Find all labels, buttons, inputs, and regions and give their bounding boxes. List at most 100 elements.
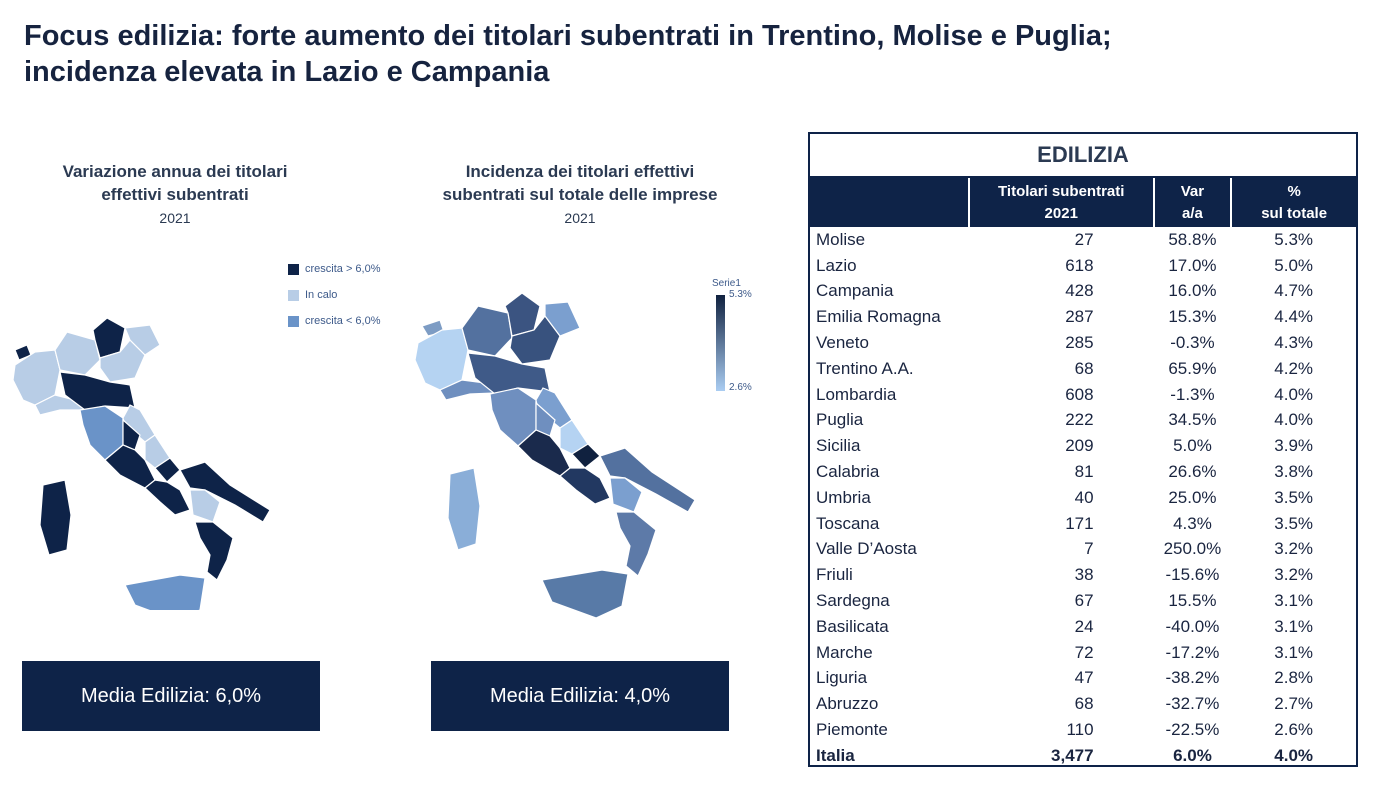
legend-swatch-dark — [288, 263, 299, 275]
data-table: Titolari subentrati 2021 Var a/a % sul t… — [810, 178, 1356, 769]
cell-region: Liguria — [816, 668, 868, 688]
cell-titolari: 222 — [1065, 410, 1094, 430]
cell-var: 26.6% — [1168, 462, 1217, 482]
cell-pct: 2.7% — [1274, 694, 1314, 714]
cell-region: Veneto — [816, 333, 869, 353]
cell-region: Emilia Romagna — [816, 307, 941, 327]
region-lazio — [517, 429, 571, 477]
cell-titolari: 428 — [1065, 281, 1094, 301]
cell-var: 250.0% — [1163, 539, 1222, 559]
region-friuli — [544, 301, 581, 337]
cell-region: Sicilia — [816, 436, 861, 456]
cell-var: 17.0% — [1168, 255, 1217, 275]
table-row: Toscana 171 4.3% 3.5% — [810, 511, 1356, 537]
cell-var: 5.0% — [1173, 436, 1212, 456]
cell-var: -15.6% — [1165, 565, 1220, 585]
media-box-incidenza: Media Edilizia: 4,0% — [431, 661, 729, 731]
table-row: Basilicata 24 -40.0% 3.1% — [810, 614, 1356, 640]
cell-var: 25.0% — [1168, 487, 1217, 507]
region-friuli — [124, 324, 161, 356]
cell-pct: 4.0% — [1274, 384, 1314, 404]
cell-titolari: 618 — [1065, 255, 1094, 275]
cell-region: Friuli — [816, 565, 853, 585]
table-row: Lazio 618 17.0% 5.0% — [810, 253, 1356, 279]
table-row: Piemonte 110 -22.5% 2.6% — [810, 717, 1356, 743]
cell-pct: 2.8% — [1274, 668, 1314, 688]
table-row: Abruzzo 68 -32.7% 2.7% — [810, 691, 1356, 717]
region-sardegna — [447, 467, 481, 551]
legend-series-title: Serie1 — [712, 278, 741, 289]
region-lombardia — [54, 331, 101, 376]
table-row: Emilia Romagna 287 15.3% 4.4% — [810, 304, 1356, 330]
legend-gradient-bar — [716, 295, 725, 391]
map-panel-variazione: Variazione annua dei titolari effettivi … — [10, 160, 340, 226]
cell-pct: 4.3% — [1274, 333, 1314, 353]
cell-pct: 5.0% — [1274, 255, 1314, 275]
cell-titolari: 68 — [1074, 358, 1094, 378]
cell-region: Valle D’Aosta — [816, 539, 917, 559]
region-calabria — [194, 521, 234, 581]
cell-pct: 4.0% — [1274, 410, 1314, 430]
legend-min-label: 2.6% — [729, 382, 752, 393]
region-calabria — [615, 511, 657, 577]
cell-var: 65.9% — [1168, 358, 1217, 378]
cell-pct: 4.7% — [1274, 281, 1314, 301]
map-year-variazione: 2021 — [159, 210, 191, 226]
map-italy-incidenza — [414, 292, 696, 619]
cell-region: Lombardia — [816, 384, 897, 404]
region-veneto — [99, 339, 146, 383]
cell-var: 15.5% — [1168, 591, 1217, 611]
cell-titolari: 287 — [1065, 307, 1094, 327]
cell-var: -22.5% — [1165, 720, 1220, 740]
cell-titolari: 7 — [1084, 539, 1094, 559]
cell-titolari: 40 — [1074, 487, 1094, 507]
cell-pct: 4.0% — [1274, 745, 1314, 765]
cell-pct: 3.1% — [1274, 616, 1314, 636]
cell-titolari: 81 — [1074, 462, 1094, 482]
data-table-panel: EDILIZIA Titolari subentrati 2021 Var a/… — [808, 132, 1358, 767]
cell-region: Puglia — [816, 410, 864, 430]
cell-titolari: 72 — [1074, 642, 1094, 662]
table-row: Lombardia 608 -1.3% 4.0% — [810, 382, 1356, 408]
cell-var: 58.8% — [1168, 229, 1217, 249]
cell-var: -1.3% — [1170, 384, 1215, 404]
cell-titolari: 209 — [1065, 436, 1094, 456]
legend-item-crescita-alta: crescita > 6,0% — [288, 256, 381, 282]
cell-var: 4.3% — [1173, 513, 1212, 533]
legend-variazione: crescita > 6,0% In calo crescita < 6,0% — [288, 256, 381, 334]
table-body: Molise 27 58.8% 5.3% Lazio 618 17.0% 5.0% Campan… — [810, 227, 1356, 769]
cell-titolari: 110 — [1066, 720, 1094, 740]
table-row: Calabria 81 26.6% 3.8% — [810, 459, 1356, 485]
cell-titolari: 27 — [1074, 229, 1094, 249]
map-title-variazione: Variazione annua dei titolari effettivi … — [62, 162, 288, 204]
title-line-2: incidenza elevata in Lazio e Campania — [24, 56, 550, 88]
cell-pct: 3.8% — [1274, 462, 1314, 482]
cell-var: 16.0% — [1168, 281, 1217, 301]
legend-item-crescita-bassa: crescita < 6,0% — [288, 308, 381, 334]
map-panel-incidenza: Incidenza dei titolari effettivi subentr… — [415, 160, 745, 226]
region-sicilia — [124, 574, 206, 610]
cell-region: Marche — [816, 642, 873, 662]
media-box-variazione: Media Edilizia: 6,0% — [22, 661, 320, 731]
region-campania — [144, 479, 191, 516]
cell-region: Toscana — [816, 513, 880, 533]
cell-titolari: 38 — [1074, 565, 1094, 585]
header-titolari: Titolari subentrati 2021 — [967, 178, 1154, 227]
cell-pct: 3.2% — [1274, 565, 1314, 585]
table-row: Trentino A.A. 68 65.9% 4.2% — [810, 356, 1356, 382]
cell-pct: 3.2% — [1274, 539, 1314, 559]
cell-titolari: 24 — [1074, 616, 1094, 636]
header-pct: % sul totale — [1230, 178, 1356, 227]
map-italy-variazione — [12, 317, 271, 610]
cell-titolari: 3,477 — [1051, 745, 1094, 765]
region-lombardia — [461, 305, 513, 357]
table-row: Marche 72 -17.2% 3.1% — [810, 640, 1356, 666]
title-line-1: Focus edilizia: forte aumento dei titola… — [24, 20, 1112, 52]
cell-var: -40.0% — [1165, 616, 1220, 636]
cell-var: 6.0% — [1173, 745, 1212, 765]
cell-region: Trentino A.A. — [816, 358, 914, 378]
cell-pct: 3.1% — [1274, 642, 1314, 662]
region-campania — [559, 467, 611, 505]
cell-region: Italia — [816, 745, 855, 765]
cell-titolari: 68 — [1074, 694, 1094, 714]
